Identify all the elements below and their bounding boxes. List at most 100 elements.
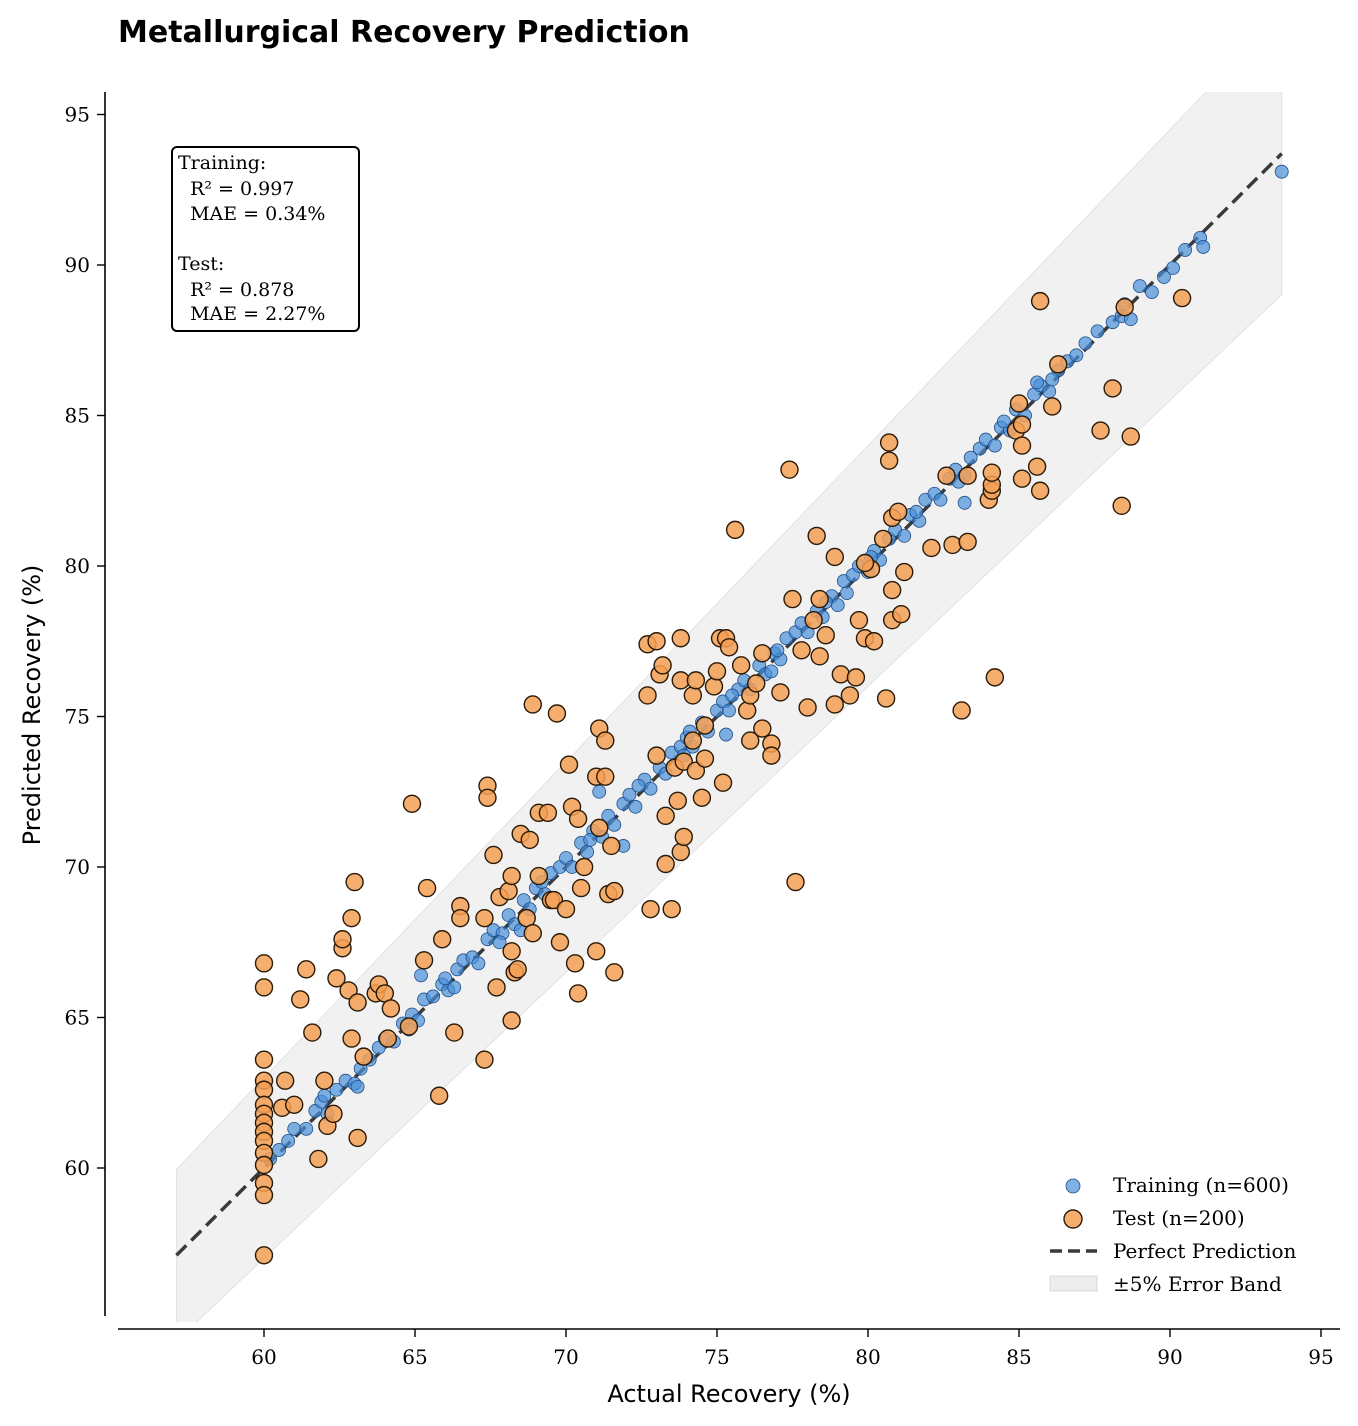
- training-point: [350, 1079, 365, 1094]
- test-point: [445, 1023, 464, 1042]
- test-point: [1103, 379, 1122, 398]
- test-point: [810, 589, 829, 609]
- test-point: [807, 526, 826, 546]
- training-point: [722, 703, 736, 718]
- test-point: [378, 1029, 398, 1048]
- test-point: [538, 803, 558, 823]
- y-tick-label: 95: [65, 103, 90, 127]
- legend-training-marker: [1065, 1178, 1081, 1194]
- test-point: [683, 731, 703, 750]
- training-point: [622, 787, 637, 802]
- test-point: [771, 683, 790, 702]
- test-point: [985, 668, 1005, 687]
- test-point: [254, 1185, 274, 1205]
- training-point: [414, 968, 428, 983]
- x-tick-label: 80: [855, 1345, 880, 1369]
- test-point: [695, 716, 715, 735]
- test-point: [478, 788, 497, 807]
- test-point: [641, 899, 660, 919]
- test-point: [297, 960, 316, 979]
- y-tick-label: 70: [65, 855, 90, 879]
- test-point: [523, 695, 542, 714]
- test-point: [596, 731, 615, 750]
- test-point: [671, 842, 690, 862]
- test-point: [725, 520, 745, 540]
- test-point: [596, 767, 615, 786]
- x-tick-label: 95: [1308, 1345, 1333, 1369]
- metrics-box-frame: [171, 146, 360, 332]
- y-tick-label: 75: [65, 705, 90, 729]
- test-point: [922, 538, 941, 558]
- test-point: [707, 662, 727, 681]
- test-point: [502, 866, 521, 886]
- training-point: [281, 1134, 296, 1148]
- test-point: [692, 788, 712, 807]
- test-point: [1030, 481, 1050, 500]
- test-point: [1012, 436, 1032, 455]
- test-point: [958, 466, 977, 485]
- test-point: [656, 806, 675, 826]
- training-point: [839, 586, 854, 600]
- test-point: [747, 674, 766, 693]
- test-point: [719, 638, 739, 657]
- test-point: [309, 1149, 328, 1169]
- metrics-test-r2: R² = 0.878: [178, 279, 294, 301]
- training-point: [725, 688, 739, 703]
- y-ticks: 60 65 70 75 80 85 90 95: [65, 103, 105, 1180]
- legend-band-swatch: [1049, 1275, 1098, 1292]
- test-point: [523, 924, 542, 943]
- test-point: [324, 1104, 343, 1124]
- test-point: [1012, 415, 1032, 434]
- training-point: [830, 598, 845, 613]
- test-point: [254, 1155, 274, 1175]
- legend: Training (n=600) Test (n=200) Perfect Pr…: [1049, 1173, 1297, 1296]
- test-point: [895, 562, 914, 582]
- test-point: [475, 1050, 494, 1069]
- chart-title: Metallurgical Recovery Prediction: [118, 15, 690, 50]
- x-axis-label: Actual Recovery (%): [607, 1380, 850, 1408]
- training-point: [909, 504, 924, 519]
- x-tick-label: 90: [1157, 1345, 1182, 1369]
- test-point: [798, 698, 817, 717]
- test-point: [402, 794, 422, 813]
- training-point: [957, 495, 972, 510]
- test-point: [499, 881, 518, 901]
- training-point: [997, 414, 1011, 429]
- test-point: [695, 749, 715, 768]
- training-point: [607, 817, 622, 832]
- y-tick-label: 65: [65, 1006, 90, 1030]
- test-point: [254, 978, 274, 997]
- test-point: [432, 930, 452, 949]
- test-point: [342, 908, 361, 928]
- test-point: [399, 1017, 419, 1036]
- training-point: [1090, 324, 1105, 339]
- test-point: [605, 963, 624, 982]
- training-point: [1132, 279, 1147, 293]
- test-point: [568, 984, 588, 1003]
- test-point: [810, 647, 829, 666]
- test-point: [882, 580, 902, 600]
- test-point: [414, 951, 434, 970]
- test-point: [381, 999, 401, 1018]
- training-point: [1030, 375, 1045, 390]
- test-points-layer: [254, 288, 1192, 1265]
- training-point: [987, 438, 1002, 453]
- training-point: [329, 1082, 344, 1097]
- test-point: [333, 930, 352, 949]
- test-point: [876, 689, 896, 708]
- test-point: [348, 993, 367, 1012]
- metrics-training-heading: Training:: [178, 152, 266, 174]
- training-point: [583, 833, 598, 847]
- training-point: [933, 492, 948, 507]
- training-point: [897, 529, 912, 543]
- training-point: [643, 781, 658, 796]
- test-point: [484, 845, 503, 865]
- test-point: [275, 1071, 295, 1090]
- test-point: [816, 626, 835, 645]
- test-point: [753, 719, 772, 738]
- test-point: [683, 686, 703, 705]
- test-point: [741, 731, 760, 750]
- test-point: [547, 704, 567, 723]
- y-tick-label: 85: [65, 404, 90, 428]
